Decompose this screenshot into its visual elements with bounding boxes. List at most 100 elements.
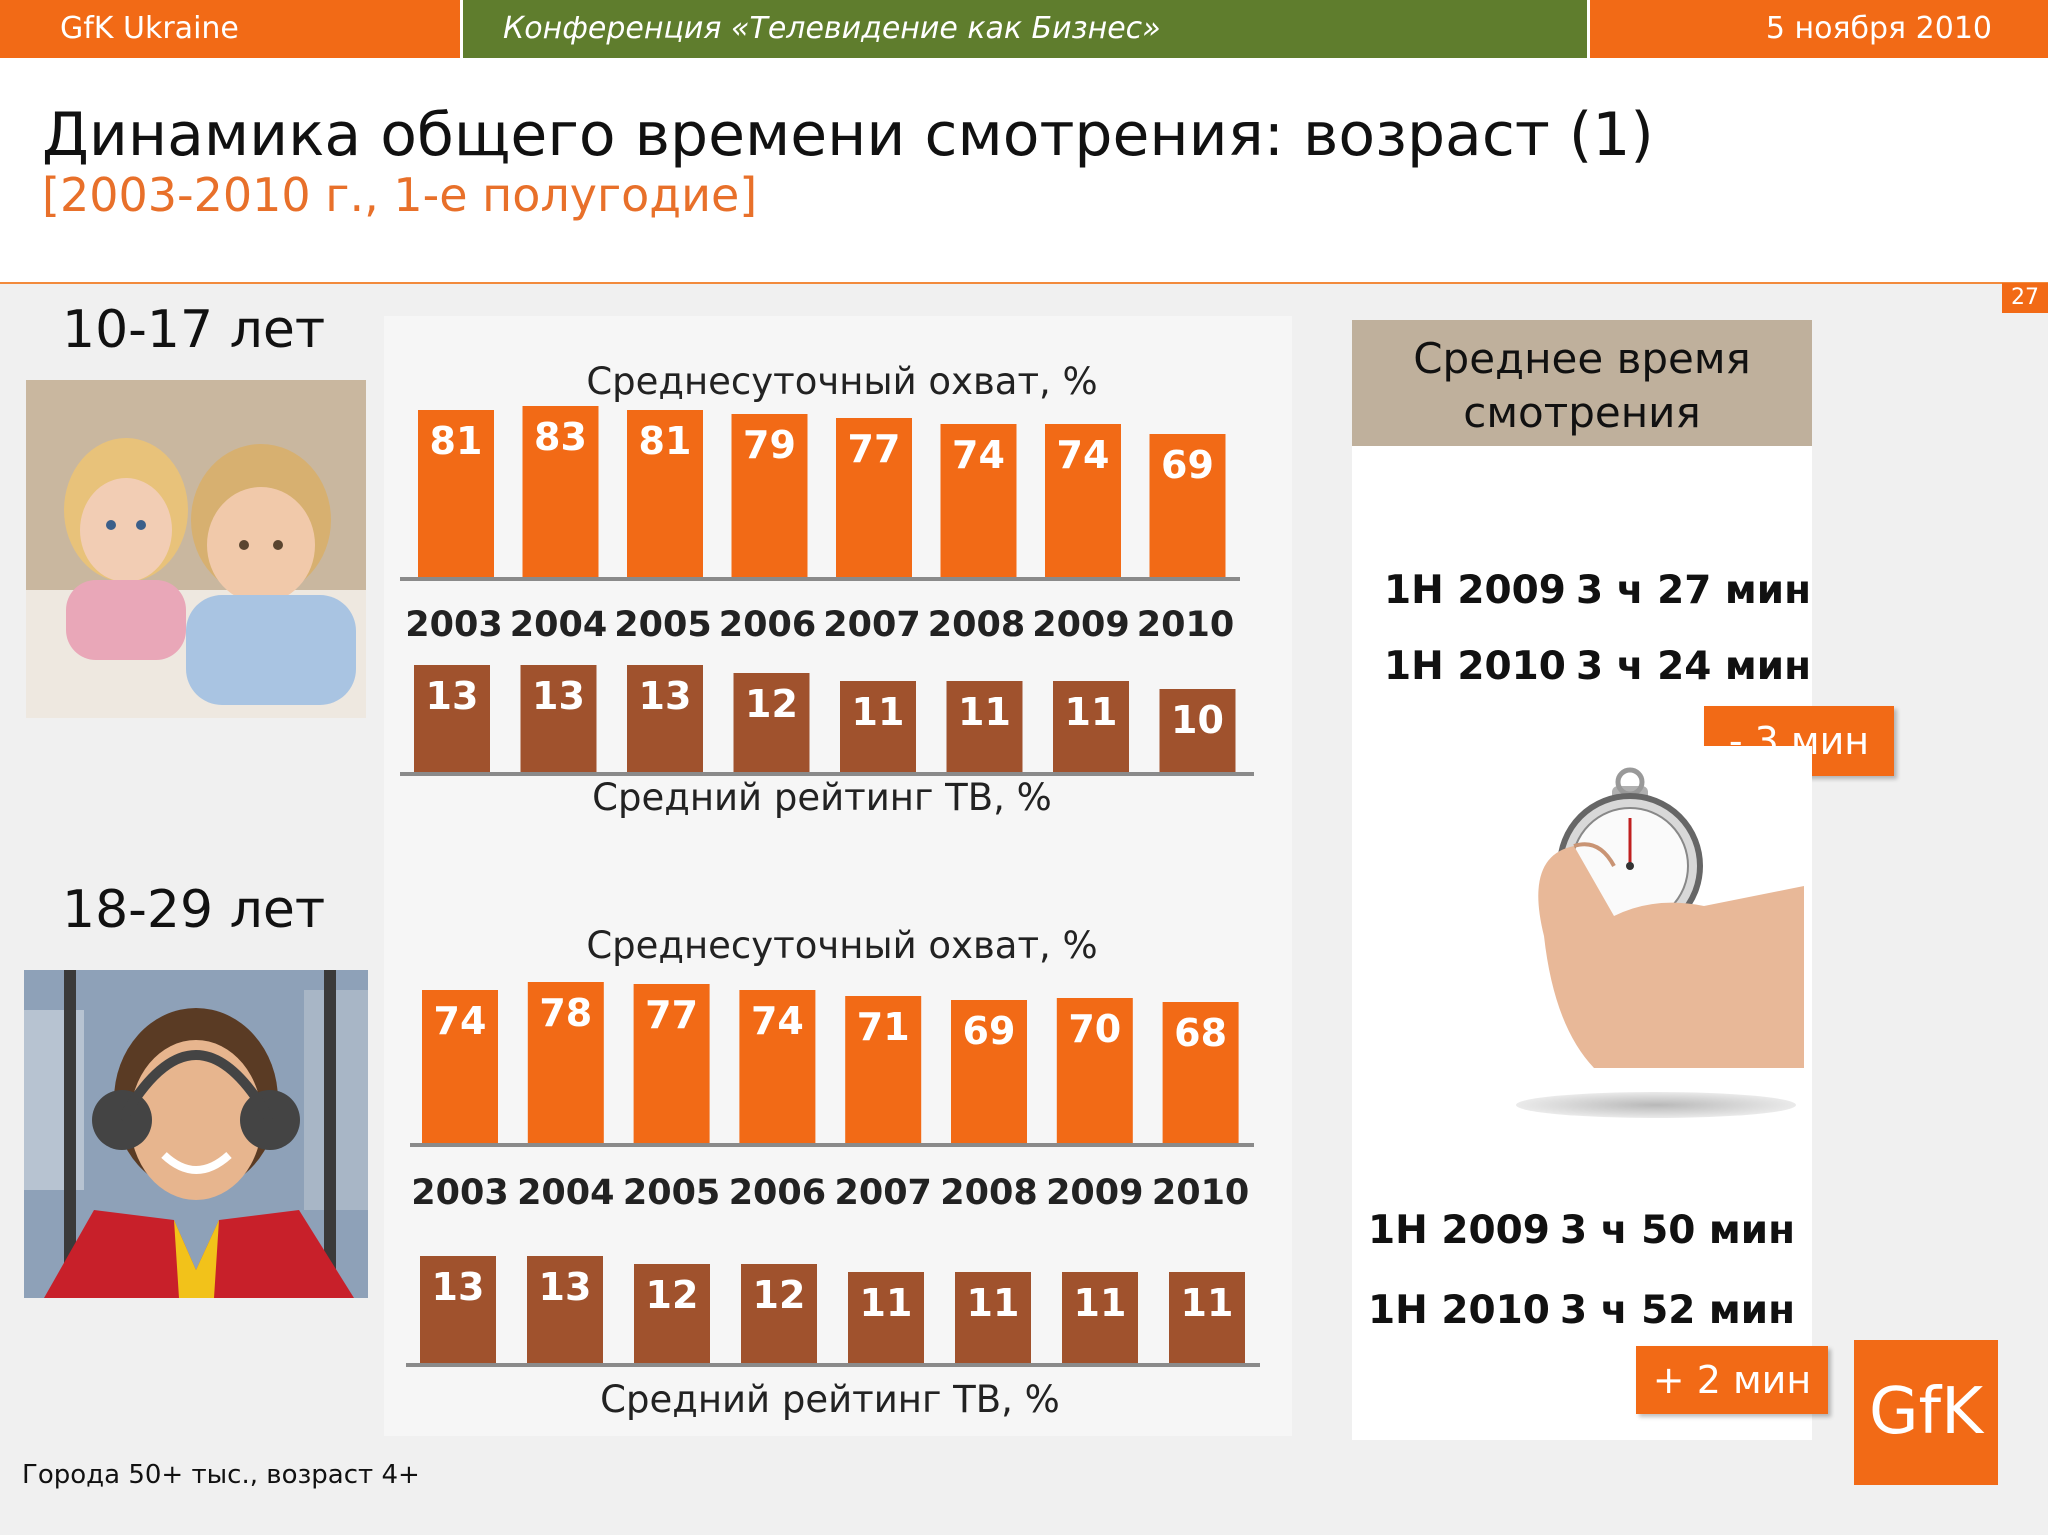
viewing-time-heading-line2: смотрения xyxy=(1463,388,1701,437)
chart-title-rating-2: Средний рейтинг ТВ, % xyxy=(600,1378,1060,1421)
slide-subtitle: [2003-2010 г., 1-е полугодие] xyxy=(42,168,758,222)
bar-4-2005 xyxy=(634,1264,710,1364)
footnote: Города 50+ тыс., возраст 4+ xyxy=(22,1460,420,1490)
time-value: 3 ч 52 мин xyxy=(1560,1288,1796,1333)
bar-label-2-2007: 11 xyxy=(852,690,905,734)
bar-label-4-2007: 11 xyxy=(860,1281,913,1325)
bar-3-2009 xyxy=(1056,998,1133,1144)
bar-2-2009 xyxy=(1053,681,1129,773)
year-label-1-2006: 2006 xyxy=(719,605,816,645)
stopwatch-shadow xyxy=(1516,1092,1796,1118)
time-row-g1-2010: 1Н 2010 3 ч 24 мин xyxy=(1384,644,1811,689)
bar-1-2006 xyxy=(731,414,808,578)
date-label: 5 ноября 2010 xyxy=(1590,0,2048,58)
bar-label-4-2008: 11 xyxy=(967,1281,1020,1325)
bar-label-1-2005: 81 xyxy=(639,419,692,463)
children-photo xyxy=(26,380,366,718)
bar-1-2009 xyxy=(1045,424,1121,578)
bar-3-2004 xyxy=(527,982,604,1144)
bar-3-2005 xyxy=(633,984,710,1144)
bar-3-2003 xyxy=(422,990,498,1144)
bar-1-2003 xyxy=(418,410,494,578)
time-value: 3 ч 27 мин xyxy=(1576,568,1812,613)
bar-label-3-2010: 68 xyxy=(1174,1011,1227,1055)
bar-4-2010 xyxy=(1169,1272,1245,1364)
bar-2-2004 xyxy=(520,665,597,773)
bar-label-2-2010: 10 xyxy=(1171,698,1224,742)
bar-2-2003 xyxy=(414,665,490,773)
bar-label-1-2003: 81 xyxy=(430,419,483,463)
bar-label-3-2005: 77 xyxy=(645,993,698,1037)
conference-label: Конференция «Телевидение как Бизнес» xyxy=(460,0,1590,58)
slide-number: 27 xyxy=(2002,283,2048,313)
period-label: 1Н 2009 xyxy=(1368,1208,1550,1253)
bar-4-2006 xyxy=(741,1264,817,1364)
time-row-g2-2009: 1Н 2009 3 ч 50 мин xyxy=(1368,1208,1795,1253)
bar-2-2007 xyxy=(840,681,916,773)
bar-1-2004 xyxy=(522,406,599,578)
gfk-logo: GfK xyxy=(1854,1340,1998,1485)
bar-label-3-2008: 69 xyxy=(963,1009,1016,1053)
bar-4-2007 xyxy=(848,1272,924,1364)
period-label: 1Н 2010 xyxy=(1368,1288,1550,1333)
bar-1-2007 xyxy=(836,418,912,578)
bar-4-2009 xyxy=(1062,1272,1138,1364)
bar-label-4-2009: 11 xyxy=(1074,1281,1127,1325)
slide-title: Динамика общего времени смотрения: возра… xyxy=(42,100,1654,170)
year-label-3-2009: 2009 xyxy=(1046,1173,1143,1213)
bar-label-1-2004: 83 xyxy=(534,415,587,459)
bar-3-2008 xyxy=(951,1000,1027,1144)
bar-2-2010 xyxy=(1159,689,1236,773)
brand-label: GfK Ukraine xyxy=(0,0,460,58)
chart-title-reach-2: Среднесуточный охват, % xyxy=(586,924,1097,967)
time-row-g1-2009: 1Н 2009 3 ч 27 мин xyxy=(1384,568,1811,613)
year-label-3-2005: 2005 xyxy=(623,1173,720,1213)
bar-3-2007 xyxy=(845,996,922,1144)
bar-2-2006 xyxy=(733,673,810,773)
bar-label-4-2003: 13 xyxy=(432,1265,485,1309)
year-label-3-2008: 2008 xyxy=(940,1173,1037,1213)
period-label: 1Н 2009 xyxy=(1384,568,1566,613)
slide-header: Динамика общего времени смотрения: возра… xyxy=(0,58,2048,284)
year-label-3-2004: 2004 xyxy=(517,1173,614,1213)
period-label: 1Н 2010 xyxy=(1384,644,1566,689)
bar-label-3-2009: 70 xyxy=(1068,1007,1121,1051)
year-label-3-2003: 2003 xyxy=(411,1173,508,1213)
time-row-g2-2010: 1Н 2010 3 ч 52 мин xyxy=(1368,1288,1795,1333)
stopwatch-illustration xyxy=(1504,746,1812,1068)
year-label-1-2008: 2008 xyxy=(928,605,1025,645)
bar-label-4-2004: 13 xyxy=(539,1265,592,1309)
bar-1-2005 xyxy=(627,410,703,578)
age-group-label-2: 18-29 лет xyxy=(62,880,326,940)
chart-title-reach-1: Среднесуточный охват, % xyxy=(586,360,1097,403)
bar-4-2008 xyxy=(955,1272,1031,1364)
chart-title-rating-1: Средний рейтинг ТВ, % xyxy=(592,776,1052,819)
bar-label-3-2006: 74 xyxy=(751,999,804,1043)
year-label-1-2010: 2010 xyxy=(1137,605,1234,645)
year-label-3-2006: 2006 xyxy=(729,1173,826,1213)
bar-3-2006 xyxy=(739,990,816,1144)
bar-label-1-2009: 74 xyxy=(1057,433,1110,477)
bar-label-2-2006: 12 xyxy=(745,682,798,726)
bar-label-1-2007: 77 xyxy=(848,427,901,471)
bar-4-2004 xyxy=(527,1256,603,1364)
bar-2-2008 xyxy=(946,681,1023,773)
top-bar: GfK Ukraine Конференция «Телевидение как… xyxy=(0,0,2048,58)
age-group-label-1: 10-17 лет xyxy=(62,300,326,360)
bar-label-3-2003: 74 xyxy=(434,999,487,1043)
year-label-1-2004: 2004 xyxy=(510,605,607,645)
bar-label-4-2005: 12 xyxy=(646,1273,699,1317)
bar-label-1-2008: 74 xyxy=(952,433,1005,477)
bar-label-1-2010: 69 xyxy=(1161,443,1214,487)
young-man-photo xyxy=(24,970,368,1298)
year-label-1-2005: 2005 xyxy=(614,605,711,645)
bar-label-4-2006: 12 xyxy=(753,1273,806,1317)
bar-label-3-2004: 78 xyxy=(539,991,592,1035)
bar-label-2-2004: 13 xyxy=(532,674,585,718)
bar-4-2003 xyxy=(420,1256,496,1364)
year-label-1-2007: 2007 xyxy=(823,605,920,645)
year-label-1-2009: 2009 xyxy=(1032,605,1129,645)
bar-2-2005 xyxy=(627,665,703,773)
